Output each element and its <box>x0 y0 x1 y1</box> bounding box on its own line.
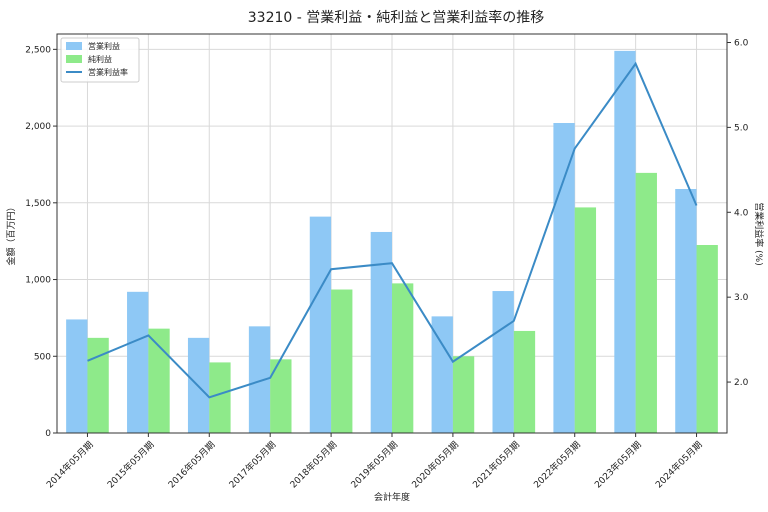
chart-title: 33210 - 営業利益・純利益と営業利益率の推移 <box>248 9 545 26</box>
bar-net-profit <box>513 330 536 433</box>
bar-net-profit <box>148 328 170 433</box>
y-tick-label: 1,000 <box>25 276 51 286</box>
bar-net-profit <box>392 283 414 433</box>
y-tick-label: 500 <box>34 352 51 362</box>
bars <box>66 50 718 433</box>
y-tick-label: 0 <box>45 429 51 439</box>
x-tick-label: 2016年05月期 <box>166 439 218 491</box>
y-axis-right: 2.0 3.0 4.0 5.0 6.0 <box>727 38 749 388</box>
x-tick-label: 2014年05月期 <box>44 439 96 491</box>
legend-label-operating-margin: 営業利益率 <box>88 67 128 77</box>
bar-net-profit <box>331 289 353 433</box>
bar-operating-profit <box>248 326 271 433</box>
legend-swatch-operating-profit <box>66 42 82 50</box>
y2-tick-label: 4.0 <box>734 208 749 218</box>
x-tick-label: 2019年05月期 <box>348 439 400 491</box>
legend-label-net-profit: 純利益 <box>88 54 112 64</box>
bar-operating-profit <box>309 216 332 433</box>
bar-net-profit <box>270 359 292 433</box>
y-axis-label: 金額（百万円） <box>5 202 17 265</box>
x-tick-label: 2020年05月期 <box>409 439 461 491</box>
x-tick-label: 2023年05月期 <box>592 439 644 491</box>
bar-net-profit <box>209 362 231 433</box>
x-tick-label: 2015年05月期 <box>105 439 157 491</box>
bar-net-profit <box>87 337 109 433</box>
y2-tick-label: 6.0 <box>734 38 749 48</box>
bar-net-profit <box>574 207 597 433</box>
bar-operating-profit <box>66 319 88 433</box>
bar-operating-profit <box>675 188 697 433</box>
bar-net-profit <box>635 172 657 433</box>
y2-tick-label: 5.0 <box>734 123 749 133</box>
legend-swatch-net-profit <box>66 55 82 63</box>
y-tick-label: 1,500 <box>25 199 51 209</box>
x-axis-label: 会計年度 <box>374 491 410 503</box>
y-tick-label: 2,500 <box>25 45 51 55</box>
y2-tick-label: 3.0 <box>734 293 749 303</box>
x-tick-label: 2018年05月期 <box>287 439 339 491</box>
bar-net-profit <box>696 245 718 433</box>
bar-net-profit <box>452 356 475 433</box>
bar-operating-profit <box>370 231 392 433</box>
legend: 営業利益 純利益 営業利益率 <box>60 37 140 83</box>
x-tick-label: 2017年05月期 <box>226 439 278 491</box>
x-tick-label: 2021年05月期 <box>470 439 522 491</box>
y2-tick-label: 2.0 <box>734 378 749 388</box>
bar-operating-profit <box>553 123 575 433</box>
legend-label-operating-profit: 営業利益 <box>88 41 120 51</box>
bar-operating-profit <box>614 50 636 433</box>
x-tick-label: 2022年05月期 <box>531 439 583 491</box>
y-tick-label: 2,000 <box>25 122 51 132</box>
bar-operating-profit <box>127 291 149 433</box>
line-operating-margin <box>87 61 698 399</box>
margin-line <box>87 61 698 399</box>
x-axis: 2014年05月期 2015年05月期 2016年05月期 2017年05月期 2018… <box>44 433 705 491</box>
y-axis-left: 0 500 1,000 1,500 2,000 2,500 <box>25 45 57 439</box>
y2-axis-label: 営業利益率 (%) <box>753 202 765 265</box>
x-tick-label: 2024年05月期 <box>653 439 705 491</box>
bar-operating-profit <box>431 316 453 433</box>
bar-operating-profit <box>492 291 514 433</box>
